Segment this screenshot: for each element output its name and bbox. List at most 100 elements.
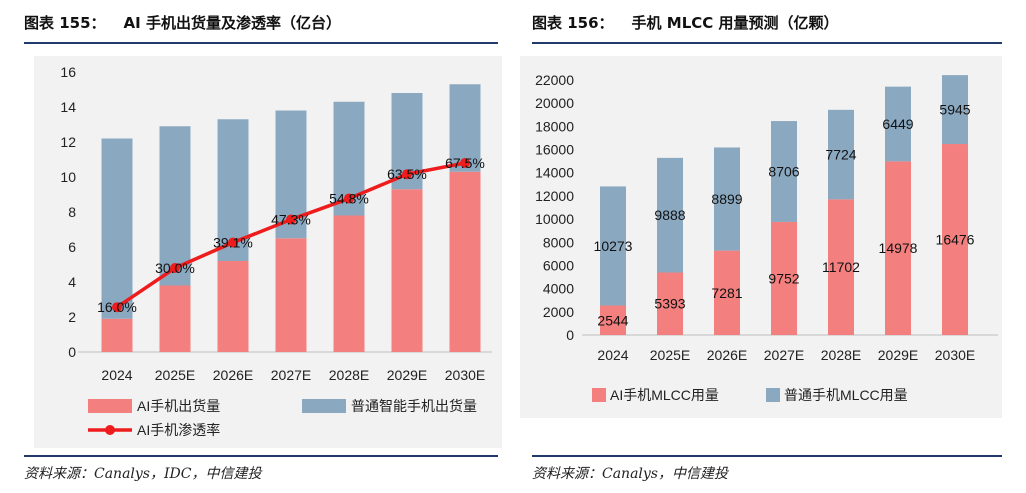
right-x-tick-label: 2027E bbox=[764, 347, 804, 363]
left-y-tick-label: 2 bbox=[68, 309, 76, 325]
left-x-tick-label: 2030E bbox=[445, 367, 485, 383]
right-bottom-rule bbox=[532, 455, 1002, 457]
right-y-tick-label: 20000 bbox=[535, 95, 574, 111]
left-x-tick-label: 2026E bbox=[213, 367, 253, 383]
right-top-rule bbox=[532, 42, 1002, 44]
right-chart-title: 图表 156： 手机 MLCC 用量预测（亿颗） bbox=[532, 12, 839, 33]
left-legend-label-ai: AI手机出货量 bbox=[137, 398, 220, 414]
right-y-tick-label: 8000 bbox=[543, 234, 574, 250]
right-bar-ai-mlcc bbox=[771, 221, 797, 335]
right-y-tick-label: 2000 bbox=[543, 304, 574, 320]
right-bar-ai-mlcc bbox=[714, 250, 740, 335]
left-x-tick-label: 2027E bbox=[271, 367, 311, 383]
right-bar-ai-mlcc bbox=[885, 161, 911, 335]
left-legend-label-penetration: AI手机渗透率 bbox=[137, 422, 220, 438]
left-penetration-point bbox=[460, 158, 470, 168]
left-penetration-point bbox=[286, 214, 296, 225]
left-y-tick-label: 10 bbox=[60, 169, 76, 185]
left-penetration-label: 30.0% bbox=[155, 260, 195, 276]
right-y-tick-label: 18000 bbox=[535, 118, 574, 134]
left-bar-ai-shipments bbox=[333, 215, 365, 352]
left-bar-ai-shipments bbox=[449, 171, 481, 352]
left-top-rule bbox=[24, 42, 498, 44]
left-bar-normal-shipments bbox=[101, 138, 133, 319]
right-data-label-normal: 5945 bbox=[939, 102, 970, 118]
left-y-tick-label: 8 bbox=[68, 204, 76, 220]
right-bar-normal-mlcc bbox=[828, 109, 854, 200]
left-y-tick-label: 12 bbox=[60, 134, 76, 150]
right-data-label-normal: 9888 bbox=[654, 207, 685, 223]
right-data-label-ai: 2544 bbox=[597, 312, 628, 328]
right-bar-normal-mlcc bbox=[771, 121, 797, 222]
right-x-tick-label: 2026E bbox=[707, 347, 747, 363]
right-x-tick-label: 2025E bbox=[650, 347, 690, 363]
left-penetration-label: 67.5% bbox=[445, 155, 485, 171]
left-bar-normal-shipments bbox=[449, 84, 481, 172]
right-y-tick-label: 16000 bbox=[535, 142, 574, 158]
right-data-label-normal: 8899 bbox=[711, 191, 742, 207]
left-y-tick-label: 14 bbox=[60, 99, 76, 115]
right-y-tick-label: 0 bbox=[566, 327, 574, 343]
left-chart-title: 图表 155： AI 手机出货量及渗透率（亿台） bbox=[24, 12, 341, 33]
right-x-tick-label: 2028E bbox=[821, 347, 861, 363]
left-y-tick-label: 4 bbox=[68, 274, 76, 290]
left-x-tick-label: 2025E bbox=[155, 367, 195, 383]
left-y-tick-label: 0 bbox=[68, 344, 76, 360]
right-y-tick-label: 22000 bbox=[535, 72, 574, 88]
left-penetration-point bbox=[344, 193, 354, 204]
left-bar-ai-shipments bbox=[159, 285, 191, 352]
right-y-tick-label: 10000 bbox=[535, 211, 574, 227]
right-source-note: 资料来源：Canalys，中信建投 bbox=[532, 466, 728, 482]
right-x-tick-label: 2029E bbox=[878, 347, 918, 363]
left-penetration-label: 16.0% bbox=[97, 299, 137, 315]
right-bar-ai-mlcc bbox=[828, 199, 854, 335]
left-legend-label-normal: 普通智能手机出货量 bbox=[351, 398, 477, 414]
left-penetration-point bbox=[170, 263, 180, 273]
left-legend-swatch-normal bbox=[302, 399, 346, 413]
left-legend-swatch-ai bbox=[88, 399, 132, 413]
right-y-tick-label: 6000 bbox=[543, 257, 574, 273]
right-data-label-normal: 10273 bbox=[594, 238, 633, 254]
right-data-label-ai: 14978 bbox=[879, 240, 918, 256]
left-bar-normal-shipments bbox=[159, 126, 191, 286]
right-x-tick-label: 2030E bbox=[935, 347, 975, 363]
left-x-tick-label: 2024 bbox=[101, 367, 132, 383]
left-bar-ai-shipments bbox=[101, 318, 133, 352]
left-penetration-point bbox=[112, 302, 122, 313]
right-chart: 0 2000 4000 6000 8000 10000 12000 14000 16000 180… bbox=[535, 72, 998, 403]
right-legend-swatch-normal bbox=[766, 388, 780, 402]
right-bar-normal-mlcc bbox=[714, 147, 740, 251]
left-y-tick-label: 6 bbox=[68, 239, 76, 255]
right-data-label-normal: 8706 bbox=[768, 164, 799, 180]
right-bar-normal-mlcc bbox=[600, 186, 626, 306]
right-bar-normal-mlcc bbox=[657, 157, 683, 273]
right-legend-label-ai: AI手机MLCC用量 bbox=[610, 387, 719, 403]
left-penetration-label: 54.8% bbox=[329, 191, 369, 207]
right-data-label-ai: 5393 bbox=[654, 296, 685, 312]
right-figure-number: 图表 156： bbox=[532, 14, 614, 32]
right-data-label-normal: 6449 bbox=[882, 116, 913, 132]
left-bottom-rule bbox=[24, 455, 498, 457]
left-penetration-label: 63.5% bbox=[387, 166, 427, 182]
left-x-tick-label: 2029E bbox=[387, 367, 427, 383]
left-bar-ai-shipments bbox=[391, 189, 423, 352]
right-figure-title: 手机 MLCC 用量预测（亿颗） bbox=[631, 14, 839, 32]
right-bar-ai-mlcc bbox=[942, 144, 968, 335]
right-y-tick-label: 14000 bbox=[535, 165, 574, 181]
left-source-note: 资料来源：Canalys，IDC，中信建投 bbox=[24, 466, 262, 482]
right-y-tick-label: 12000 bbox=[535, 188, 574, 204]
right-chart-background bbox=[520, 56, 1002, 418]
right-y-tick-label: 4000 bbox=[543, 281, 574, 297]
right-bar-ai-mlcc bbox=[657, 272, 683, 335]
left-penetration-point bbox=[402, 169, 412, 180]
right-legend-swatch-ai bbox=[592, 388, 606, 402]
right-bar-normal-mlcc bbox=[942, 75, 968, 145]
right-data-label-ai: 9752 bbox=[768, 270, 799, 286]
left-figure-title: AI 手机出货量及渗透率（亿台） bbox=[123, 14, 341, 32]
right-data-label-ai: 7281 bbox=[711, 285, 742, 301]
right-data-label-ai: 16476 bbox=[936, 232, 975, 248]
left-legend-marker bbox=[105, 425, 115, 435]
left-bar-ai-shipments bbox=[217, 261, 249, 352]
right-x-tick-label: 2024 bbox=[597, 347, 628, 363]
